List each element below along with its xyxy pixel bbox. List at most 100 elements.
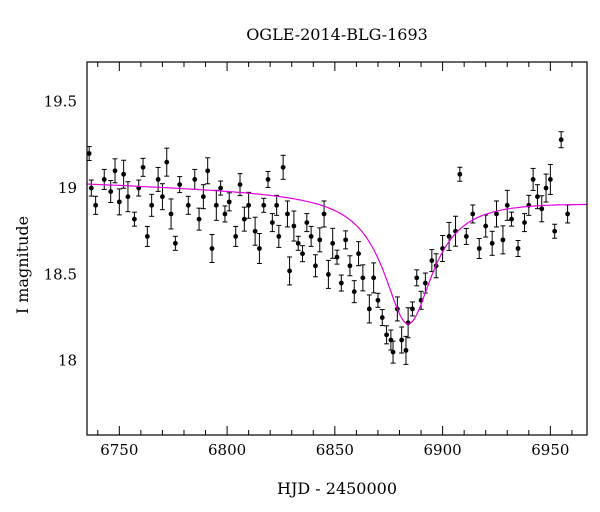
data-point <box>280 154 286 180</box>
data-point <box>565 204 571 224</box>
data-point <box>522 213 527 233</box>
data-point <box>213 189 219 221</box>
data-point <box>88 179 94 197</box>
data-point <box>375 292 381 308</box>
data-point <box>177 176 183 194</box>
data-point <box>334 249 340 265</box>
data-point <box>276 224 282 248</box>
data-point <box>131 211 137 227</box>
data-point <box>295 235 301 251</box>
y-axis-ticks: 18 18.5 19 19.5 <box>44 93 77 370</box>
x-tick-label: 6900 <box>424 441 462 459</box>
data-point <box>261 197 267 213</box>
data-point <box>399 326 405 354</box>
data-point <box>140 157 146 177</box>
data-point <box>222 205 228 223</box>
data-point <box>112 158 118 184</box>
data-point <box>547 163 553 195</box>
data-point <box>356 241 362 267</box>
data-point <box>509 211 515 227</box>
data-point <box>172 235 178 251</box>
data-point <box>149 193 155 217</box>
data-point <box>493 200 499 228</box>
x-tick-label: 6800 <box>208 441 246 459</box>
data-point <box>256 233 262 264</box>
data-point <box>530 167 536 191</box>
x-tick-label: 6850 <box>316 441 354 459</box>
data-point <box>274 194 280 216</box>
data-point <box>300 245 306 263</box>
data-point <box>116 188 122 216</box>
data-point <box>409 301 415 317</box>
data-point <box>205 157 211 185</box>
data-point <box>351 280 357 304</box>
data-point <box>304 213 310 233</box>
y-tick-label: 19 <box>58 179 77 197</box>
data-points <box>86 131 571 365</box>
data-point <box>414 269 420 287</box>
data-point <box>403 335 409 365</box>
data-point <box>457 166 463 182</box>
data-point <box>384 325 390 345</box>
data-point <box>93 195 99 215</box>
x-tick-label: 6750 <box>100 441 138 459</box>
x-axis-label: HJD - 2450000 <box>277 479 397 498</box>
data-point <box>552 223 558 239</box>
data-point <box>291 210 297 242</box>
data-point <box>338 274 344 292</box>
data-point <box>343 230 349 250</box>
data-point <box>483 214 489 238</box>
y-axis-label: I magnitude <box>13 216 32 314</box>
data-point <box>390 340 396 364</box>
data-point <box>463 227 469 245</box>
data-point <box>371 262 377 294</box>
data-point <box>209 234 215 263</box>
data-point <box>108 180 114 204</box>
data-point <box>330 227 336 259</box>
data-point <box>504 189 510 221</box>
data-point <box>200 184 206 210</box>
data-point <box>168 198 174 230</box>
data-point <box>218 180 224 196</box>
data-point <box>287 256 293 286</box>
chart-title: OGLE-2014-BLG-1693 <box>246 25 428 44</box>
data-point <box>155 166 161 192</box>
data-point <box>308 225 314 247</box>
y-tick-label: 18 <box>58 352 77 370</box>
data-point <box>500 225 506 255</box>
data-point <box>233 225 239 247</box>
data-point <box>136 179 142 197</box>
data-point <box>366 294 372 324</box>
data-point <box>558 131 564 149</box>
data-point <box>347 255 353 277</box>
data-point <box>265 170 271 188</box>
x-axis-ticks: 6750 6800 6850 6900 6950 <box>97 62 573 459</box>
data-point <box>534 184 540 210</box>
data-point <box>246 191 252 219</box>
data-point <box>269 213 275 233</box>
y-tick-label: 19.5 <box>44 93 77 111</box>
data-point <box>185 195 191 215</box>
data-point <box>526 194 532 216</box>
data-point <box>446 221 452 251</box>
data-point <box>121 159 127 189</box>
data-point <box>429 249 435 273</box>
data-point <box>252 216 258 246</box>
data-point <box>192 168 198 190</box>
data-point <box>101 168 107 190</box>
plot-frame <box>86 61 588 436</box>
model-curve <box>86 183 587 325</box>
data-point <box>539 195 545 223</box>
data-point <box>543 173 549 203</box>
data-point <box>241 206 247 232</box>
data-point <box>196 207 202 231</box>
y-tick-label: 18.5 <box>44 265 77 283</box>
data-point <box>317 227 323 253</box>
data-point <box>515 240 521 257</box>
data-point <box>476 238 482 259</box>
data-point <box>422 272 428 294</box>
data-point <box>325 259 331 289</box>
x-tick-label: 6950 <box>531 441 569 459</box>
data-point <box>312 254 318 278</box>
